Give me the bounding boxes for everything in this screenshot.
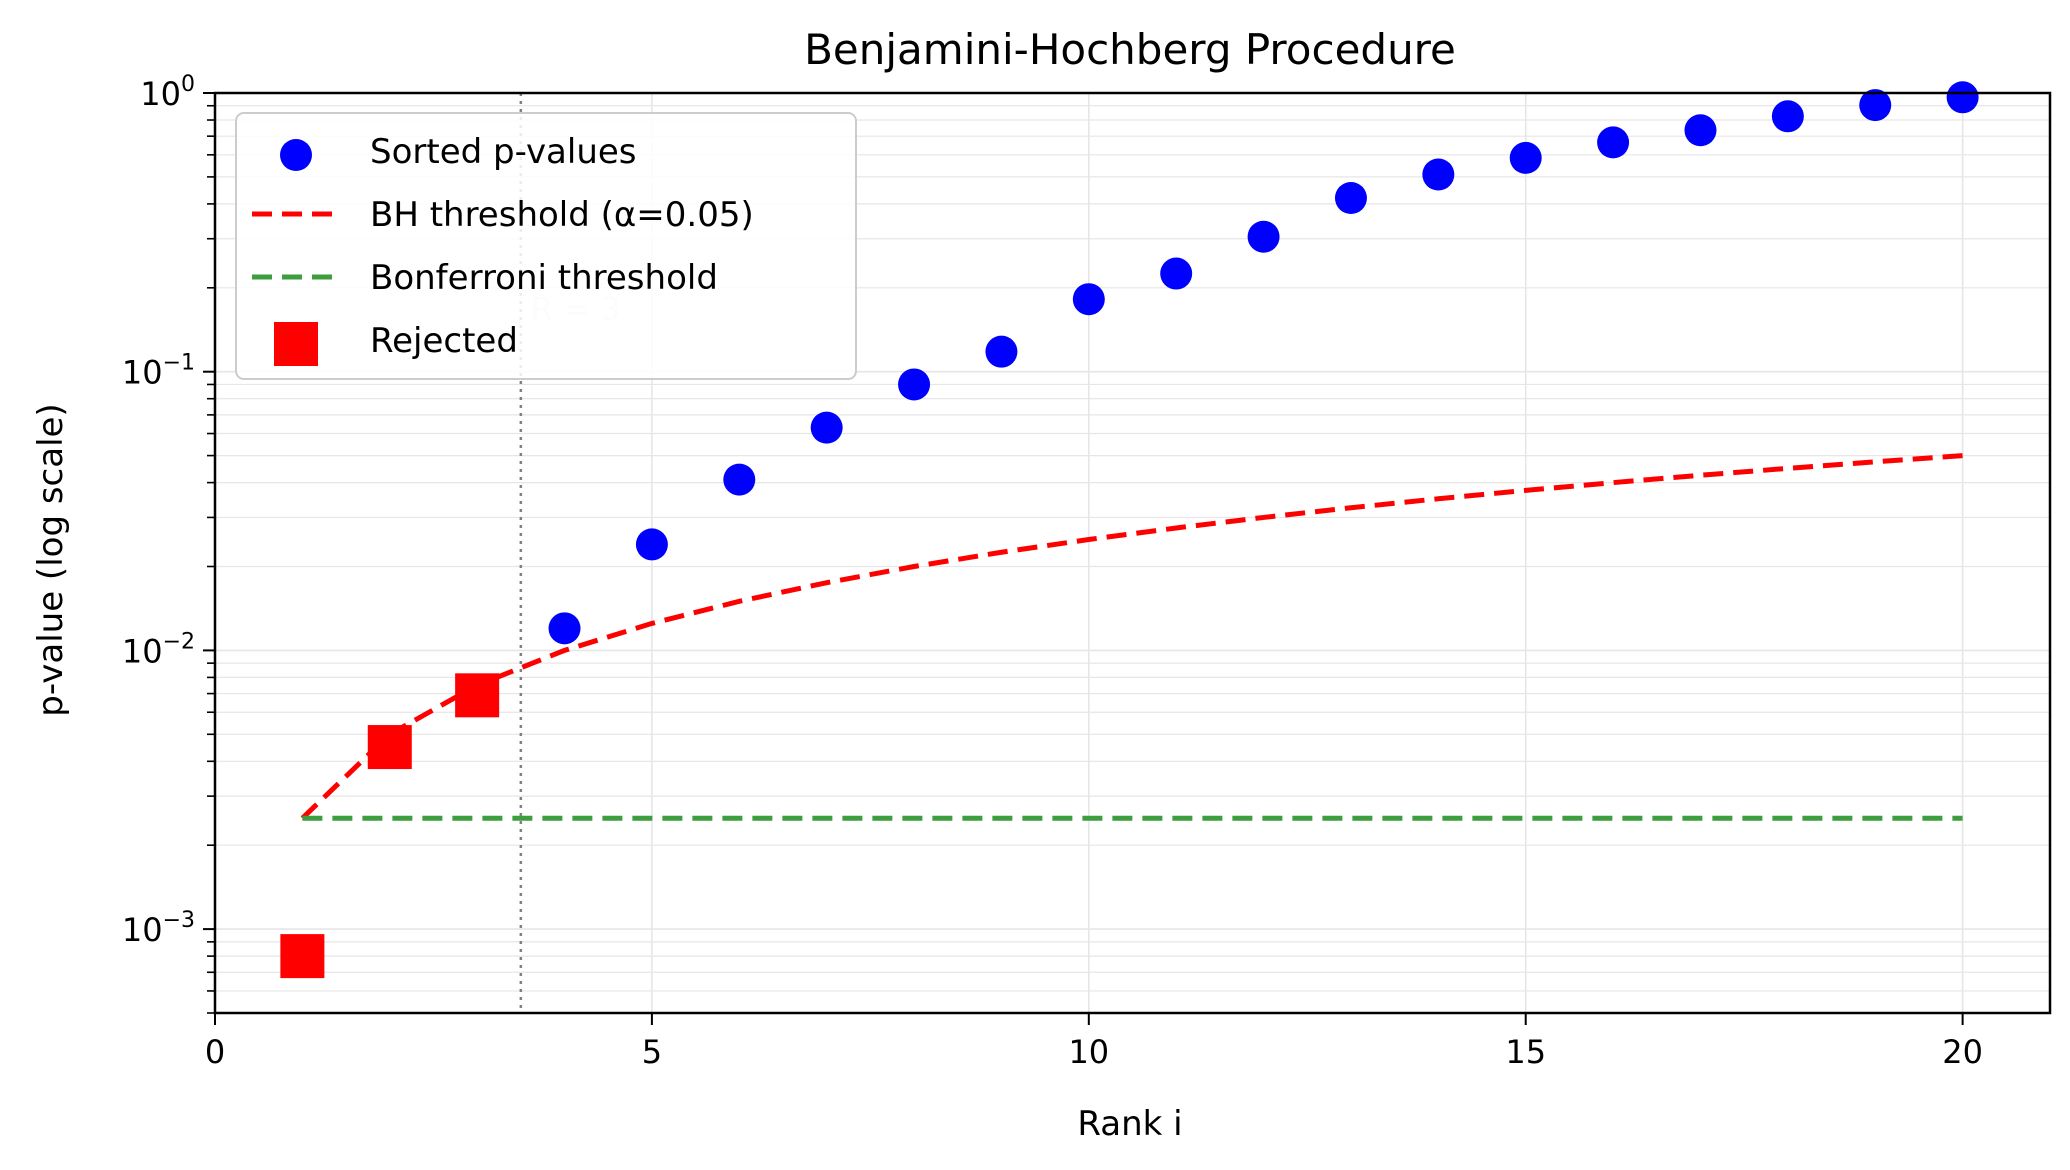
x-tick-label: 0 [205, 1033, 225, 1071]
axes: 0 5 10 15 20 10−3 10−2 10−1 100 [122, 72, 1983, 1071]
sorted-p-values-point [635, 528, 668, 561]
y-tick-label: 10−3 [122, 908, 195, 949]
plot-frame [213, 91, 2052, 1015]
y-tick-label: 10−1 [122, 351, 195, 392]
rejected-point [280, 934, 325, 979]
sorted-p-values-point [1247, 220, 1280, 253]
sorted-p-values-point [1771, 100, 1804, 133]
sorted-p-values-point [1946, 81, 1979, 114]
sorted-p-values-point [548, 612, 581, 645]
sorted-p-values-point [1422, 158, 1455, 191]
legend-label-bh-threshold-0-05: BH threshold (α=0.05) [370, 195, 754, 235]
legend-label-rejected: Rejected [370, 321, 518, 361]
sorted-p-values-point [810, 411, 843, 444]
sorted-p-values-point [1859, 89, 1892, 122]
legend-label-sorted-p-values: Sorted p-values [370, 132, 637, 172]
sorted-p-values-point [1334, 182, 1367, 215]
x-tick-label: 5 [642, 1033, 662, 1071]
sorted-p-values-point [1160, 257, 1193, 290]
x-axis-label: Rank i [1077, 1104, 1182, 1144]
sorted-p-values-point [1684, 114, 1717, 147]
y-tick-label: 100 [140, 72, 195, 113]
legend-label-bonferroni-threshold: Bonferroni threshold [370, 258, 718, 298]
series [280, 81, 1979, 979]
legend-marker-sorted-p-values [280, 139, 312, 171]
sorted-p-values-point [1509, 141, 1542, 174]
sorted-p-values-point [898, 368, 931, 401]
y-axis-label: p-value (log scale) [31, 403, 71, 716]
x-tick-label: 15 [1505, 1033, 1546, 1071]
sorted-p-values-point [1072, 283, 1105, 316]
chart-title: Benjamini-Hochberg Procedure [804, 25, 1456, 74]
sorted-p-values-point [985, 335, 1018, 368]
legend-marker-rejected [274, 322, 318, 366]
y-tick-label: 10−2 [122, 629, 195, 670]
rejected-point [455, 673, 500, 718]
rejected-point [367, 725, 412, 770]
bh-threshold-0-05-line [300, 453, 1963, 820]
legend: Sorted p-values BH threshold (α=0.05) Bonf… [235, 112, 857, 380]
legend-box [235, 112, 857, 380]
x-tick-label: 20 [1942, 1033, 1983, 1071]
sorted-p-values-point [1597, 126, 1630, 159]
sorted-p-values-point [723, 463, 756, 496]
x-tick-label: 10 [1068, 1033, 1109, 1071]
